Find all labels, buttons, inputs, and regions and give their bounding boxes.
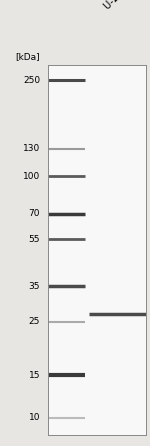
Text: 100: 100 [23, 172, 40, 181]
Text: U-251 MG: U-251 MG [102, 0, 143, 12]
Text: 250: 250 [23, 76, 40, 85]
Text: 25: 25 [29, 317, 40, 326]
Text: [kDa]: [kDa] [16, 52, 40, 61]
Text: 70: 70 [29, 209, 40, 218]
Text: 15: 15 [29, 371, 40, 380]
Text: 55: 55 [29, 235, 40, 244]
Text: 10: 10 [29, 413, 40, 422]
Text: 35: 35 [29, 282, 40, 291]
Text: 130: 130 [23, 145, 40, 153]
